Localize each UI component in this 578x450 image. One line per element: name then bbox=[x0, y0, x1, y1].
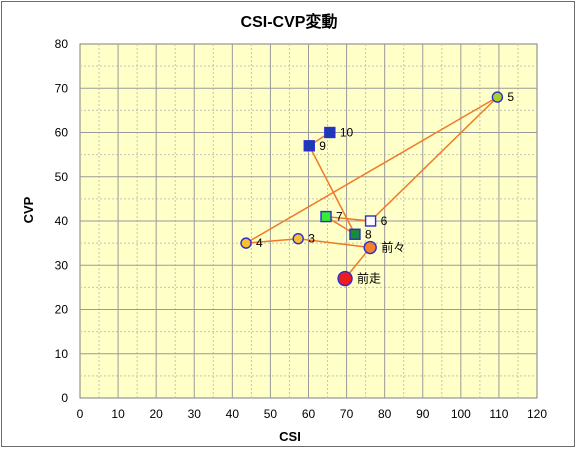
path-segment bbox=[308, 145, 356, 235]
y-tick-label: 10 bbox=[55, 347, 69, 361]
x-tick-label: 20 bbox=[149, 407, 163, 421]
x-axis-label: CSI bbox=[279, 429, 301, 444]
chart-title: CSI-CVP変動 bbox=[241, 12, 338, 31]
data-point-label: 7 bbox=[336, 210, 343, 224]
data-point-marker bbox=[240, 237, 252, 249]
data-point-marker bbox=[324, 126, 336, 139]
y-tick-label: 0 bbox=[61, 391, 68, 405]
data-point-label: 5 bbox=[507, 90, 514, 104]
path-segment bbox=[298, 237, 371, 249]
x-tick-label: 120 bbox=[527, 407, 547, 421]
data-point-label: 9 bbox=[319, 139, 326, 153]
x-tick-label: 110 bbox=[489, 407, 508, 421]
major-grid bbox=[80, 44, 537, 398]
x-tick-label: 50 bbox=[264, 407, 278, 421]
y-tick-label: 70 bbox=[55, 81, 69, 95]
y-tick-label: 30 bbox=[55, 258, 69, 272]
data-point-marker bbox=[337, 270, 353, 287]
y-tick-label: 20 bbox=[55, 303, 69, 317]
data-point-label: 10 bbox=[340, 126, 354, 140]
data-point-marker bbox=[292, 232, 304, 245]
x-tick-label: 0 bbox=[77, 407, 84, 421]
x-tick-label: 40 bbox=[226, 407, 240, 421]
data-markers bbox=[240, 91, 504, 287]
x-tick-labels: 0 10 20 30 40 50 60 70 80 90 100 110 120 bbox=[77, 407, 548, 421]
x-tick-label: 30 bbox=[188, 407, 202, 421]
y-tick-labels: 0 10 20 30 40 50 60 70 80 bbox=[55, 37, 69, 405]
path-segment bbox=[245, 237, 299, 244]
y-tick-label: 80 bbox=[55, 37, 69, 51]
data-point-marker bbox=[349, 228, 361, 240]
data-labels: 前走 前々 3 4 5 6 7 8 9 10 bbox=[256, 90, 514, 285]
data-point-marker bbox=[320, 210, 332, 223]
data-point-marker bbox=[491, 91, 504, 103]
y-tick-label: 40 bbox=[55, 214, 69, 228]
y-tick-label: 60 bbox=[55, 126, 69, 140]
data-point-label: 6 bbox=[381, 214, 388, 228]
path-segment bbox=[325, 215, 371, 222]
data-point-label: 3 bbox=[308, 232, 315, 246]
data-point-label: 8 bbox=[365, 227, 372, 241]
data-point-marker bbox=[363, 240, 377, 255]
x-tick-label: 10 bbox=[111, 407, 125, 421]
data-point-label: 4 bbox=[256, 236, 263, 250]
x-tick-label: 90 bbox=[416, 407, 430, 421]
data-point-label: 前々 bbox=[381, 240, 405, 255]
data-point-marker bbox=[364, 215, 377, 227]
data-point-label: 前走 bbox=[357, 271, 381, 286]
data-point-marker bbox=[303, 140, 315, 152]
x-tick-label: 80 bbox=[378, 407, 392, 421]
path-segment bbox=[370, 96, 498, 222]
y-tick-label: 50 bbox=[55, 170, 69, 184]
path-segment bbox=[245, 96, 498, 244]
x-tick-label: 60 bbox=[302, 407, 316, 421]
x-tick-label: 70 bbox=[340, 407, 354, 421]
x-tick-label: 100 bbox=[451, 407, 471, 421]
y-axis-label: CVP bbox=[21, 196, 36, 223]
